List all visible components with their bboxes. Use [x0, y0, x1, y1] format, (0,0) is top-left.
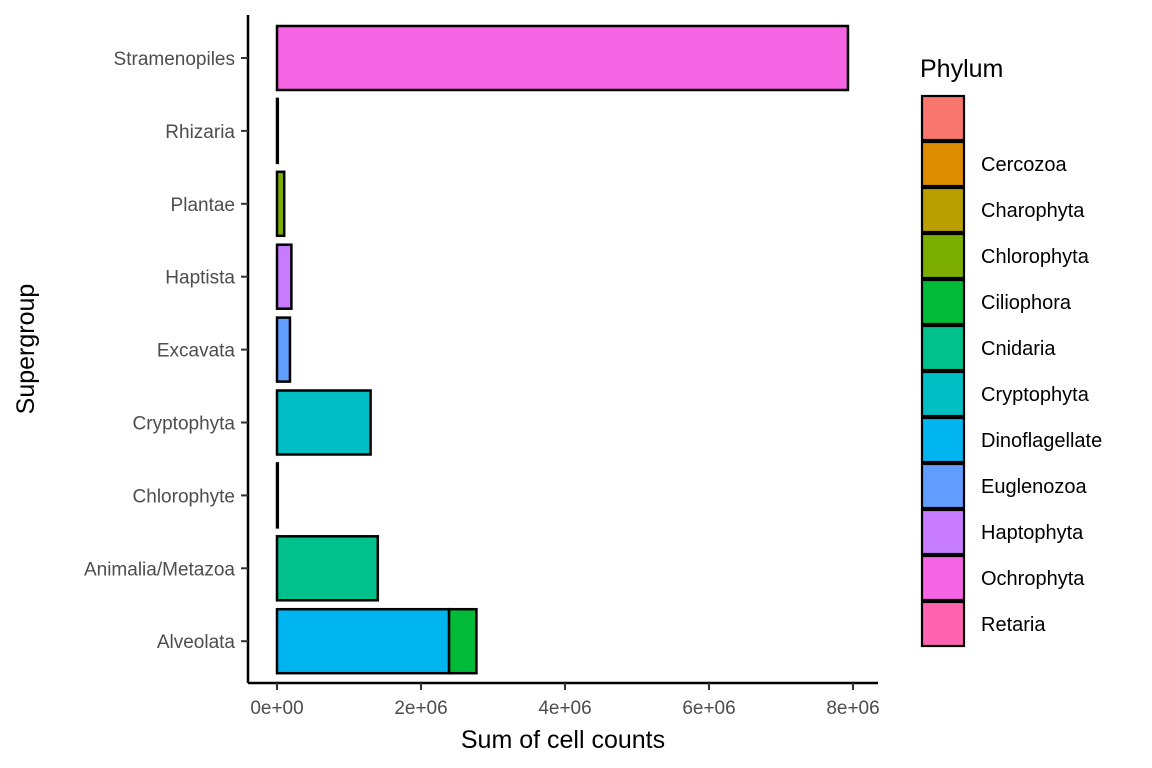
legend-label: Ochrophyta [981, 568, 1085, 590]
legend-label: Dinoflagellate [981, 430, 1102, 452]
x-axis-title: Sum of cell counts [461, 726, 665, 754]
legend-label: Retaria [981, 614, 1046, 636]
legend-label: Euglenozoa [981, 476, 1088, 498]
x-tick-label: 0e+00 [250, 698, 303, 719]
y-tick-label: Haptista [165, 268, 235, 289]
bar-stramenopiles-ochrophyta [275, 24, 850, 92]
y-tick-label: Stramenopiles [114, 49, 235, 70]
legend-key [920, 232, 966, 280]
y-axis-title: Supergroup [12, 284, 40, 415]
bar-plantae-chlorophyta [275, 170, 286, 238]
y-ticks: Stramenopiles Rhizaria Plantae Haptista Exca… [84, 49, 248, 653]
legend-key [920, 554, 966, 602]
bar-rhizaria-cercozoa [275, 97, 280, 165]
legend-label: Charophyta [981, 200, 1085, 222]
y-tick-label: Animalia/Metazoa [84, 559, 235, 580]
legend-label: Cryptophyta [981, 384, 1090, 406]
bars-layer [275, 24, 850, 675]
legend-key [920, 186, 966, 234]
x-tick-label: 4e+06 [538, 698, 591, 719]
legend-label: Haptophyta [981, 522, 1084, 544]
y-tick-label: Chlorophyte [133, 486, 235, 507]
legend-key [920, 370, 966, 418]
bar-haptista-haptophyta [275, 243, 293, 310]
bar-chlorophyte-chlorophyta [275, 462, 280, 529]
bar-animalia-metazoa-cnidaria [275, 535, 380, 602]
legend-label: Cnidaria [981, 338, 1056, 360]
y-tick-label: Cryptophyta [133, 414, 236, 435]
x-tick-label: 6e+06 [682, 698, 735, 719]
legend: Phylum Cercozoa Charophyta Chlorophyta Cili… [920, 55, 1102, 648]
bar-alveolata-ciliophora [447, 607, 478, 675]
legend-key [920, 278, 966, 326]
legend-key [920, 140, 966, 188]
y-tick-label: Alveolata [157, 632, 236, 653]
legend-key [920, 600, 966, 648]
y-tick-label: Excavata [157, 341, 236, 362]
x-tick-label: 8e+06 [826, 698, 879, 719]
legend-key [920, 94, 966, 142]
legend-key [920, 324, 966, 372]
legend-label: Chlorophyta [981, 246, 1090, 268]
legend-label: Ciliophora [981, 292, 1072, 314]
x-ticks: 0e+00 2e+06 4e+06 6e+06 8e+06 [250, 683, 880, 719]
legend-key [920, 416, 966, 464]
legend-key [920, 508, 966, 556]
bar-excavata-euglenozoa [275, 316, 292, 383]
legend-key [920, 462, 966, 510]
legend-label: Cercozoa [981, 154, 1067, 176]
bar-alveolata-dinoflagellate [275, 607, 451, 675]
x-tick-label: 2e+06 [394, 698, 447, 719]
y-tick-label: Plantae [171, 195, 235, 216]
y-tick-label: Rhizaria [165, 122, 235, 143]
bar-cryptophyta-cryptophyta [275, 389, 372, 456]
legend-title: Phylum [920, 55, 1003, 83]
